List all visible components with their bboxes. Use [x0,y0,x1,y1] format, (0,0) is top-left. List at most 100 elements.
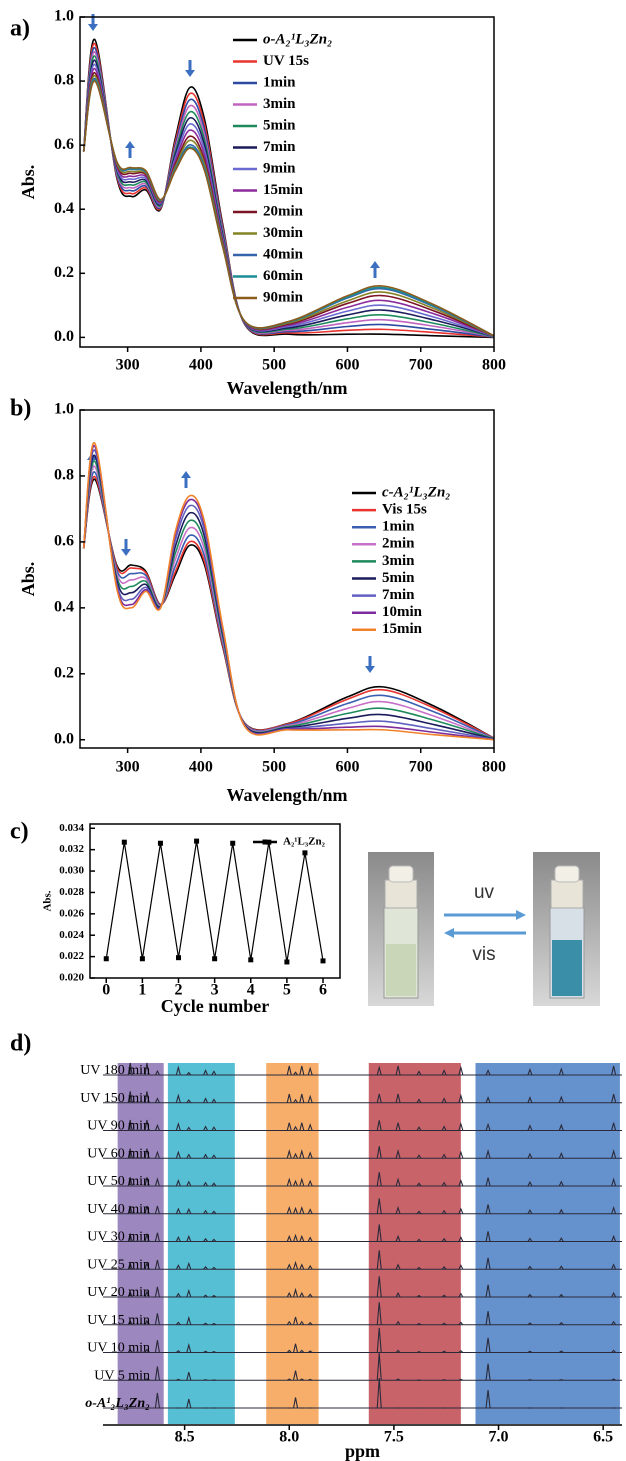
plot-area [105,841,324,963]
legend-label: 10min [382,604,423,620]
nmr-peak [299,1263,305,1270]
nmr-peak [144,1148,150,1159]
nmr-peak [299,1065,305,1076]
nmr-peak [611,1378,616,1381]
x-tick-label: 5 [283,982,291,999]
highlight-band [475,1063,620,1424]
nmr-peak [203,1265,208,1270]
nmr-peak [559,1379,564,1381]
y-tick-label: 1.0 [54,8,74,25]
nmr-peak [175,1122,181,1131]
nmr-peak [286,1378,292,1381]
nmr-peak [203,1237,208,1242]
nmr-peak [458,1349,464,1353]
legend-label: 20min [263,203,304,219]
legend-label: 2min [382,536,415,552]
nmr-peak [395,1148,401,1159]
nmr-peak [144,1319,150,1326]
nmr-peak [376,1250,382,1270]
nmr-peak [286,1122,292,1131]
nmr-peak [293,1260,299,1270]
y-tick-label: 0.8 [54,72,74,89]
nmr-peak [292,1316,299,1325]
nmr-peak [376,1198,382,1214]
nmr-peak [307,1293,313,1298]
marker [103,956,109,962]
nmr-peak [527,1379,533,1381]
plot-area [82,38,494,339]
nmr-peak [154,1177,160,1187]
nmr-peak [458,1378,464,1381]
nmr-peak [299,1378,305,1381]
trend-arrow [370,261,380,278]
nmr-peak [611,1065,617,1076]
nmr-peak [307,1066,313,1076]
nmr-peak [203,1350,208,1353]
trace-label: UV 10 min [87,1341,150,1356]
nmr-peak [293,1125,299,1131]
nmr-peak [611,1349,617,1353]
x-tick-label: 0 [102,982,110,999]
nmr-peak [154,1340,160,1353]
nmr-peak [203,1069,209,1076]
y-tick-label: 0.020 [59,972,84,984]
x-tick-label: 3 [211,982,219,999]
nmr-peak [292,1397,299,1409]
nmr-peak [441,1294,447,1298]
nmr-peak [485,1204,491,1214]
nmr-peak [286,1093,292,1103]
nmr-peak [154,1069,160,1076]
nmr-peak [485,1231,491,1242]
nmr-peak [441,1153,447,1159]
nmr-peak [144,1091,150,1103]
nmr-peak [441,1237,447,1242]
nmr-peak [441,1209,447,1215]
nmr-peak [144,1290,150,1298]
nmr-peak [286,1349,292,1353]
arrow-head [365,666,375,673]
nmr-peak [485,1257,491,1270]
nmr-peak [286,1065,292,1076]
nmr-peak [307,1208,313,1214]
nmr-peak [186,1342,192,1353]
nmr-peak [154,1097,160,1103]
nmr-peak [127,1378,133,1381]
nmr-peak [211,1126,217,1131]
arrow-head [185,70,195,77]
nmr-peak [293,1233,299,1242]
legend-label: 7min [382,587,415,603]
legend-label: 5min [382,570,415,586]
nmr-peak [299,1234,305,1242]
nmr-peak [286,1148,292,1159]
nmr-peak [485,1148,491,1159]
y-tick-label: 0.4 [54,200,74,217]
nmr-peak [376,1093,382,1103]
highlight-band [167,1063,235,1424]
marker [194,838,200,844]
legend-label: 40min [263,246,304,262]
nmr-peak [175,1093,181,1103]
marker [248,957,254,963]
nmr-peak [395,1177,401,1187]
nmr-peak [376,1065,382,1076]
nmr-peak [211,1238,217,1242]
nmr-peak [175,1264,181,1270]
nmr-peak [127,1232,133,1242]
nmr-peak [127,1205,133,1214]
nmr-peak [154,1123,160,1131]
nmr-peak [376,1224,382,1242]
nmr-peak [611,1291,617,1298]
x-axis-title: Wavelength/nm [226,378,347,398]
arrow-head [88,24,98,31]
nmr-peak [299,1177,305,1187]
y-tick-label: 0.8 [54,467,74,484]
nmr-peak [186,1207,192,1214]
nmr-peak [558,1293,564,1298]
nmr-peak [127,1177,133,1187]
nmr-peak [458,1179,464,1187]
nmr-peak [286,1320,292,1326]
nmr-peak [175,1207,181,1214]
nmr-peak [527,1322,533,1326]
nmr-peak [558,1067,564,1076]
nmr-peak [175,1179,181,1187]
